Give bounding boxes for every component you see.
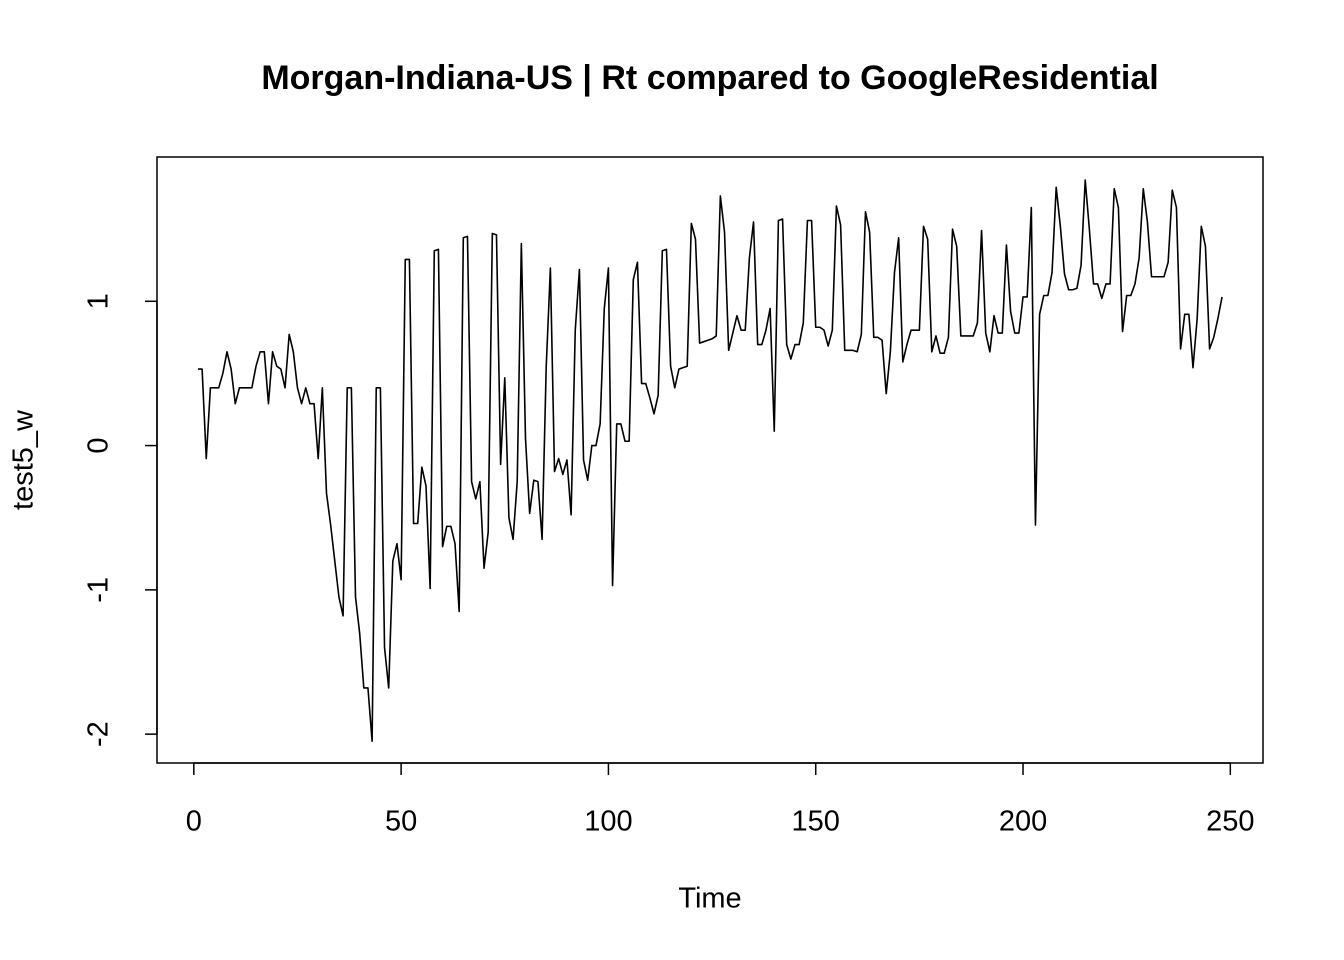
x-tick-label: 200 (999, 806, 1047, 838)
x-tick-label: 100 (584, 806, 632, 838)
x-tick-label: 250 (1206, 806, 1254, 838)
y-tick-label: 1 (83, 293, 115, 309)
data-line (197, 179, 1223, 743)
x-tick-label: 50 (385, 806, 417, 838)
x-axis-label: Time (678, 883, 741, 915)
x-tick-label: 150 (792, 806, 840, 838)
y-tick-label: -2 (83, 721, 115, 747)
y-axis-label: test5_w (8, 409, 40, 510)
y-tick-label: -1 (83, 577, 115, 603)
y-tick-label: 0 (83, 438, 115, 454)
chart-title: Morgan-Indiana-US | Rt compared to Googl… (261, 59, 1158, 97)
x-tick-label: 0 (186, 806, 202, 838)
